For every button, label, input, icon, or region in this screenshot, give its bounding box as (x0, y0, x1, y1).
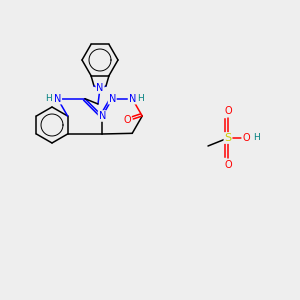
Text: O: O (224, 160, 232, 170)
Text: O: O (242, 133, 250, 143)
Text: N: N (98, 111, 106, 121)
Text: O: O (123, 115, 131, 125)
Text: H: H (253, 134, 260, 142)
Text: N: N (109, 94, 116, 104)
Text: H: H (45, 94, 52, 103)
Text: S: S (224, 133, 232, 143)
Text: H: H (137, 94, 144, 103)
Text: O: O (224, 106, 232, 116)
Text: N: N (96, 83, 104, 93)
Text: N: N (128, 94, 136, 104)
Text: N: N (54, 94, 61, 104)
